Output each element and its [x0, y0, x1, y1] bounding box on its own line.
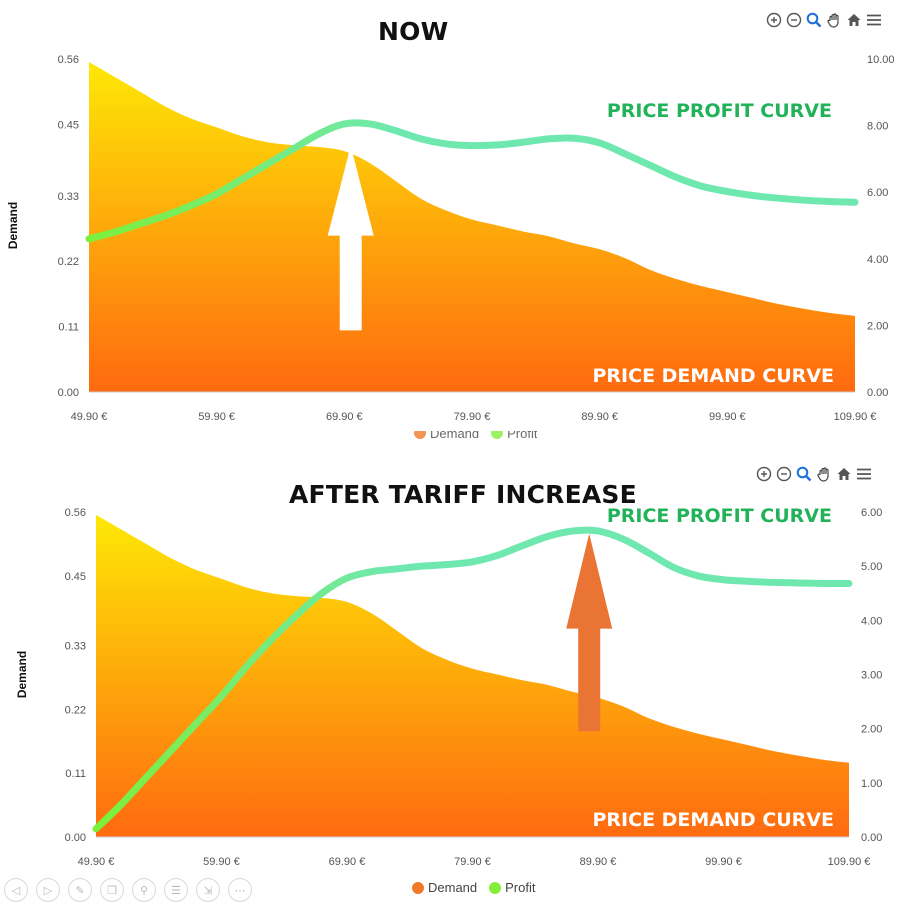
demand-dot-icon: [414, 431, 426, 439]
chart-panel-after: AFTER TARIFF INCREASE 0.00 0.11 0.22 0.33 0.…: [0, 455, 906, 908]
profit-dot-icon: [489, 881, 502, 894]
zoom-out-icon[interactable]: [786, 12, 802, 28]
legend-label: Profit: [505, 880, 536, 895]
y-left-tick-label: 0.56: [58, 54, 79, 66]
demand-curve-annotation: PRICE DEMAND CURVE: [593, 365, 835, 387]
chart-toolbar: [766, 12, 882, 28]
y-right-tick-label: 0.00: [867, 387, 888, 399]
x-tick-label: 109.90 €: [828, 856, 871, 868]
list-icon[interactable]: ☰: [164, 878, 188, 902]
x-tick-label: 69.90 €: [326, 411, 363, 423]
menu-icon[interactable]: [866, 12, 882, 28]
x-tick-label: 79.90 €: [454, 856, 491, 868]
legend-item-demand[interactable]: Demand: [414, 431, 479, 441]
profit-curve-annotation: PRICE PROFIT CURVE: [607, 100, 832, 122]
y-right-tick-label: 2.00: [867, 320, 888, 332]
y-right-tick-label: 1.00: [861, 778, 882, 790]
profit-line: [85, 119, 859, 243]
x-tick-label: 59.90 €: [203, 856, 240, 868]
demand-curve-annotation: PRICE DEMAND CURVE: [593, 809, 835, 831]
plot-after: 0.00 0.11 0.22 0.33 0.45 0.56 0.00 1.00 2.00 3.00…: [15, 505, 882, 868]
zoom-select-icon[interactable]: [796, 466, 812, 482]
y-left-tick-label: 0.33: [58, 191, 79, 203]
zoom-in-icon[interactable]: [756, 466, 772, 482]
plot-now: 0.00 0.11 0.22 0.33 0.45 0.56 0.00 2.00 4.00 6.00…: [6, 54, 895, 423]
legend-label: Demand: [428, 880, 478, 895]
y-left-tick-label: 0.22: [65, 704, 86, 716]
pan-hand-icon[interactable]: [816, 466, 832, 482]
profit-line: [92, 526, 853, 833]
y-axis-label: Demand: [6, 202, 20, 249]
export-icon[interactable]: ⇲: [196, 878, 220, 902]
zoom-select-icon[interactable]: [806, 12, 822, 28]
demand-dot-icon: [412, 881, 424, 894]
menu-icon[interactable]: [856, 466, 872, 482]
y-left-tick-label: 0.11: [65, 768, 86, 780]
chart-toolbar: [756, 466, 872, 482]
y-left-tick-label: 0.56: [65, 507, 86, 519]
more-icon[interactable]: ⋯: [228, 878, 252, 902]
y-left-tick-label: 0.00: [65, 832, 86, 844]
x-tick-label: 99.90 €: [705, 856, 742, 868]
y-right-tick-label: 6.00: [867, 187, 888, 199]
zoom-in-icon[interactable]: [766, 12, 782, 28]
x-tick-label: 89.90 €: [580, 856, 617, 868]
chart-title: NOW: [378, 17, 449, 46]
y-right-tick-label: 5.00: [861, 561, 882, 573]
next-icon[interactable]: ▷: [36, 878, 60, 902]
x-tick-label: 109.90 €: [834, 411, 877, 423]
zoom-out-icon[interactable]: [776, 466, 792, 482]
legend-label: Profit: [507, 431, 538, 441]
legend-item-demand[interactable]: Demand: [412, 880, 477, 895]
y-right-tick-label: 4.00: [867, 254, 888, 266]
pan-hand-icon[interactable]: [826, 12, 842, 28]
x-tick-label: 89.90 €: [581, 411, 618, 423]
prev-icon[interactable]: ◁: [4, 878, 28, 902]
x-tick-label: 59.90 €: [198, 411, 235, 423]
x-tick-label: 79.90 €: [454, 411, 491, 423]
x-tick-label: 69.90 €: [329, 856, 366, 868]
legend-label: Demand: [430, 431, 480, 441]
profit-curve-annotation: PRICE PROFIT CURVE: [607, 505, 832, 527]
legend-item-profit[interactable]: Profit: [489, 880, 535, 895]
y-left-tick-label: 0.22: [58, 256, 79, 268]
y-right-tick-label: 8.00: [867, 121, 888, 133]
search-icon[interactable]: ⚲: [132, 878, 156, 902]
y-right-tick-label: 0.00: [861, 832, 882, 844]
home-icon[interactable]: [836, 466, 852, 482]
legend-now: Demand Profit: [414, 431, 537, 443]
chart-panel-now: NOW 0.00 0.11 0.22 0.33 0.45 0.56 0.00 2.00 4.00…: [0, 0, 906, 450]
y-axis-label: Demand: [15, 651, 29, 698]
y-right-tick-label: 4.00: [861, 615, 882, 627]
y-left-tick-label: 0.33: [65, 640, 86, 652]
y-left-tick-label: 0.45: [65, 571, 86, 583]
highlight-arrow: [327, 145, 374, 331]
copy-icon[interactable]: ❐: [100, 878, 124, 902]
legend-item-profit[interactable]: Profit: [491, 431, 537, 441]
y-right-tick-label: 3.00: [861, 670, 882, 682]
y-right-tick-label: 2.00: [861, 724, 882, 736]
y-right-tick-label: 10.00: [867, 54, 895, 66]
pen-icon[interactable]: ✎: [68, 878, 92, 902]
home-icon[interactable]: [846, 12, 862, 28]
y-left-tick-label: 0.11: [58, 322, 79, 334]
viewer-navbar: ◁ ▷ ✎ ❐ ⚲ ☰ ⇲ ⋯: [4, 878, 252, 902]
x-tick-label: 49.90 €: [78, 856, 115, 868]
y-right-tick-label: 6.00: [861, 507, 882, 519]
legend-after: Demand Profit: [412, 880, 535, 895]
x-tick-label: 99.90 €: [709, 411, 746, 423]
x-tick-label: 49.90 €: [71, 411, 108, 423]
demand-area: [96, 514, 849, 837]
profit-dot-icon: [491, 431, 504, 439]
chart-title: AFTER TARIFF INCREASE: [289, 480, 637, 509]
y-left-tick-label: 0.45: [58, 119, 79, 131]
demand-area: [89, 61, 855, 393]
y-left-tick-label: 0.00: [58, 387, 79, 399]
highlight-arrow: [566, 533, 613, 732]
